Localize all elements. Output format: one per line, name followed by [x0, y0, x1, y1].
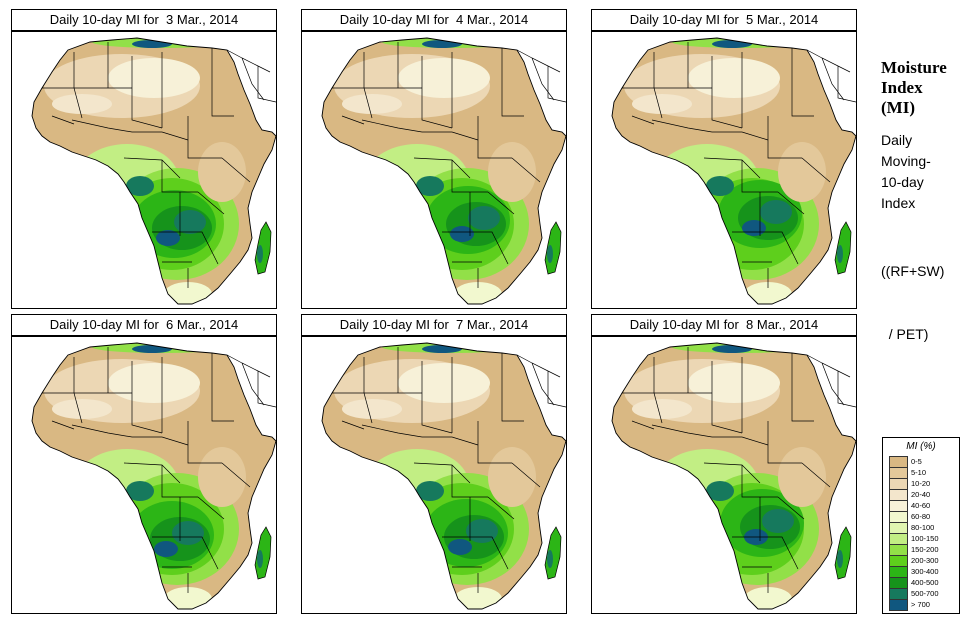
map-panel-mar5: Daily 10-day MI for 5 Mar., 2014 [591, 9, 857, 309]
legend-label: 60-80 [911, 512, 931, 521]
desc-line: Index [881, 195, 916, 211]
legend-label: 200-300 [911, 556, 939, 565]
desc-line: Daily [881, 132, 913, 148]
africa-map [591, 336, 857, 614]
formula-line: / PET) [881, 326, 929, 342]
legend-label: 400-500 [911, 578, 939, 587]
legend-label: 0-5 [911, 457, 922, 466]
map-panel-mar6: Daily 10-day MI for 6 Mar., 2014 [11, 314, 277, 614]
panel-title: Daily 10-day MI for 6 Mar., 2014 [11, 314, 277, 336]
panel-title: Daily 10-day MI for 5 Mar., 2014 [591, 9, 857, 31]
legend-label: 40-60 [911, 501, 931, 510]
africa-map [11, 31, 277, 309]
africa-map [301, 336, 567, 614]
map-panel-mar8: Daily 10-day MI for 8 Mar., 2014 [591, 314, 857, 614]
sidebar-title: Moisture Index (MI) [881, 58, 947, 118]
desc-line: 10-day [881, 174, 924, 190]
legend-label: 500-700 [911, 589, 939, 598]
legend-label: 10-20 [911, 479, 931, 488]
africa-map [301, 31, 567, 309]
desc-line: Moving- [881, 153, 931, 169]
legend-title: MI (%) [906, 441, 936, 452]
legend-label: 5-10 [911, 468, 927, 477]
legend-label: 300-400 [911, 567, 939, 576]
map-panel-mar4: Daily 10-day MI for 4 Mar., 2014 [301, 9, 567, 309]
africa-map [591, 31, 857, 309]
legend-label: 150-200 [911, 545, 939, 554]
panel-title: Daily 10-day MI for 8 Mar., 2014 [591, 314, 857, 336]
africa-map [11, 336, 277, 614]
map-panel-mar7: Daily 10-day MI for 7 Mar., 2014 [301, 314, 567, 614]
mi-legend: MI (%) 0-5 5-10 10-20 20-40 40-60 60-80 80-100… [882, 437, 960, 614]
sidebar-formula: ((RF+SW) / PET) [881, 219, 944, 366]
legend-label: 80-100 [911, 523, 935, 532]
legend-swatch [889, 599, 908, 611]
formula-line: ((RF+SW) [881, 263, 945, 279]
title-line: (MI) [881, 98, 915, 117]
legend-label: > 700 [911, 600, 930, 609]
panel-title: Daily 10-day MI for 7 Mar., 2014 [301, 314, 567, 336]
legend-label: 20-40 [911, 490, 931, 499]
legend-label: 100-150 [911, 534, 939, 543]
title-line: Index [881, 78, 923, 97]
map-panel-mar3: Daily 10-day MI for 3 Mar., 2014 [11, 9, 277, 309]
panel-title: Daily 10-day MI for 3 Mar., 2014 [11, 9, 277, 31]
title-line: Moisture [881, 58, 947, 77]
panel-title: Daily 10-day MI for 4 Mar., 2014 [301, 9, 567, 31]
sidebar-description: Daily Moving- 10-day Index [881, 130, 931, 214]
